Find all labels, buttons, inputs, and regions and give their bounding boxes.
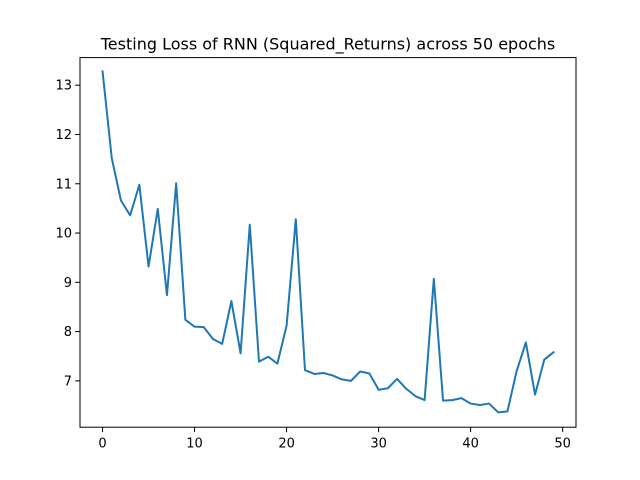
x-tick-label: 10 bbox=[186, 437, 203, 452]
y-tick-label: 10 bbox=[55, 227, 72, 242]
plot-frame bbox=[79, 57, 577, 428]
x-axis: 0 10 20 30 40 50 bbox=[98, 427, 571, 452]
y-tick-label: 13 bbox=[55, 79, 72, 94]
x-tick-label: 0 bbox=[98, 437, 106, 452]
y-tick-label: 12 bbox=[55, 128, 72, 143]
x-tick-label: 50 bbox=[554, 437, 571, 452]
series-line bbox=[101, 70, 555, 414]
y-axis: 7 8 9 10 11 12 13 bbox=[55, 79, 80, 389]
y-tick-label: 8 bbox=[64, 325, 72, 340]
y-tick-label: 11 bbox=[55, 177, 72, 192]
chart-title: Testing Loss of RNN (Squared_Returns) ac… bbox=[100, 35, 556, 55]
x-tick-label: 20 bbox=[278, 437, 295, 452]
x-tick-label: 40 bbox=[462, 437, 479, 452]
y-tick-label: 7 bbox=[64, 374, 72, 389]
plot-area bbox=[80, 57, 576, 428]
x-tick-label: 30 bbox=[370, 437, 387, 452]
y-tick-label: 9 bbox=[64, 276, 72, 291]
series-layer bbox=[101, 70, 555, 414]
